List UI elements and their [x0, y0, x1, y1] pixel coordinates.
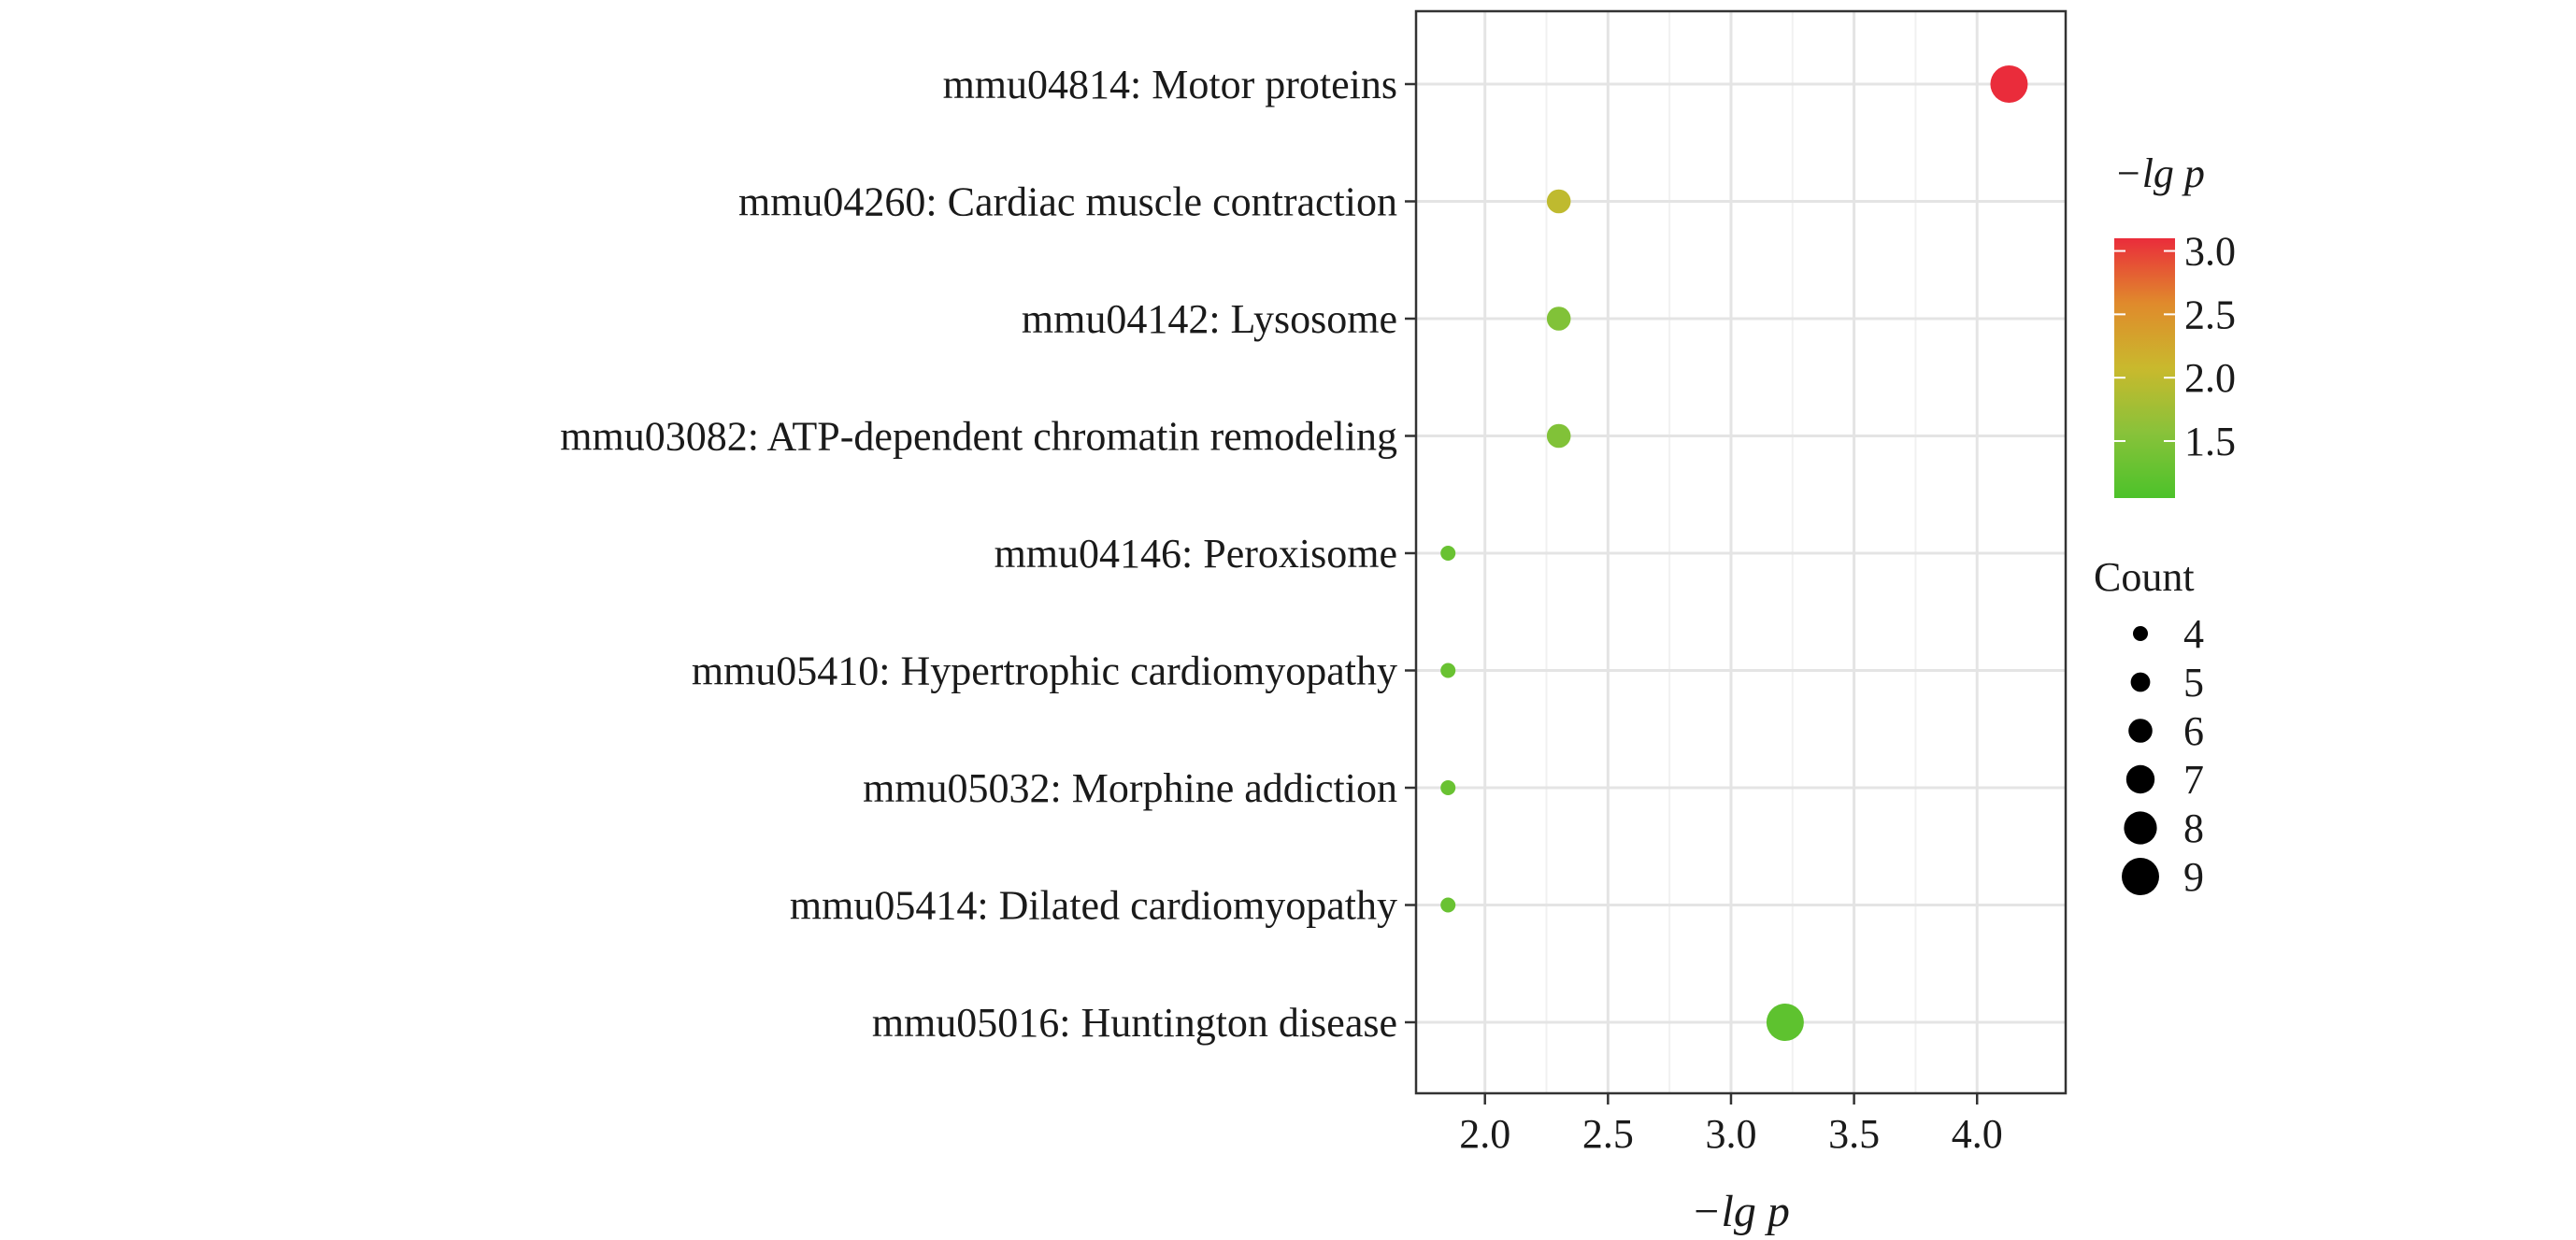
- x-tick-label: 2.0: [1459, 1111, 1510, 1157]
- x-tick-label: 2.5: [1582, 1111, 1634, 1157]
- data-point: [1440, 663, 1456, 678]
- y-category-labels: mmu04814: Motor proteins mmu04260: Cardia…: [560, 62, 1416, 1046]
- y-category-label: mmu04814: Motor proteins: [943, 62, 1397, 107]
- size-legend-label: 9: [2183, 854, 2204, 900]
- color-legend-tick-label: 2.5: [2184, 292, 2236, 337]
- x-tick-label: 3.0: [1705, 1111, 1756, 1157]
- color-legend-title: −lg p: [2114, 150, 2205, 196]
- x-tick-label: 4.0: [1952, 1111, 2003, 1157]
- data-point: [1546, 423, 1571, 449]
- size-legend-title: Count: [2094, 554, 2195, 600]
- y-category-label: mmu04146: Peroxisome: [995, 531, 1397, 577]
- data-point: [1440, 780, 1456, 795]
- data-point: [1440, 897, 1456, 913]
- color-legend-tick-label: 1.5: [2184, 419, 2236, 464]
- size-legend-dot: [2125, 764, 2155, 794]
- size-legend-label: 8: [2183, 805, 2204, 851]
- y-category-label: mmu05414: Dilated cardiomyopathy: [790, 883, 1397, 929]
- x-axis-title: −lg p: [1691, 1187, 1790, 1236]
- y-category-label: mmu04260: Cardiac muscle contraction: [738, 179, 1397, 225]
- x-tick-labels: 2.0 2.5 3.0 3.5 4.0: [1459, 1093, 2003, 1157]
- grid-lines: [1416, 11, 2066, 1093]
- color-legend-tick-label: 2.0: [2184, 355, 2236, 401]
- size-legend-dot: [2128, 719, 2153, 743]
- size-legend-dot: [2124, 811, 2157, 845]
- data-points: [1440, 65, 2028, 1041]
- y-category-label: mmu05016: Huntington disease: [872, 1000, 1397, 1046]
- size-legend-label: 7: [2183, 757, 2204, 803]
- y-category-label: mmu03082: ATP-dependent chromatin remode…: [560, 414, 1397, 460]
- size-legend-dot: [2130, 672, 2151, 692]
- size-legend-dot: [2122, 858, 2159, 895]
- data-point: [1766, 1004, 1804, 1041]
- size-legend-dot: [2133, 626, 2148, 641]
- size-legend-label: 4: [2183, 611, 2204, 657]
- size-legend-label: 5: [2183, 660, 2204, 706]
- color-legend-ticks: 3.0 2.5 2.0 1.5: [2114, 229, 2236, 464]
- x-tick-label: 3.5: [1828, 1111, 1880, 1157]
- color-legend-tick-label: 3.0: [2184, 229, 2236, 275]
- size-legend-label: 6: [2183, 708, 2204, 754]
- data-point: [1990, 65, 2028, 103]
- color-legend-bar: [2114, 238, 2175, 498]
- y-category-label: mmu05032: Morphine addiction: [863, 765, 1397, 811]
- data-point: [1440, 546, 1456, 561]
- y-category-label: mmu04142: Lysosome: [1022, 296, 1397, 342]
- color-legend: −lg p 3.0 2.5 2.0 1.5: [2114, 150, 2236, 498]
- data-point: [1546, 306, 1571, 331]
- y-category-label: mmu05410: Hypertrophic cardiomyopathy: [692, 649, 1397, 694]
- data-point: [1546, 189, 1571, 214]
